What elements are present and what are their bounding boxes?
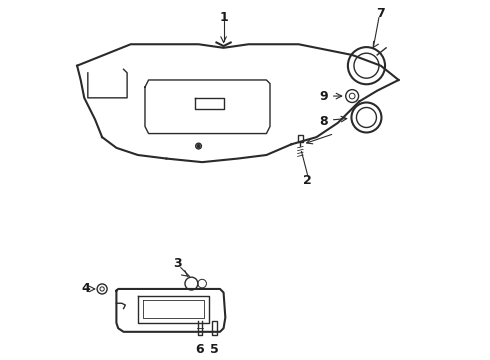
Text: 1: 1 [219,11,228,24]
Text: 2: 2 [303,174,312,186]
Text: 9: 9 [319,90,328,103]
Text: 4: 4 [82,283,91,296]
Text: 3: 3 [173,257,181,270]
Text: 6: 6 [195,343,203,356]
Text: 7: 7 [376,8,385,21]
Circle shape [197,145,200,148]
Text: 8: 8 [319,114,328,127]
Bar [297,135,303,143]
Text: 5: 5 [210,343,219,356]
Bar [213,321,217,336]
